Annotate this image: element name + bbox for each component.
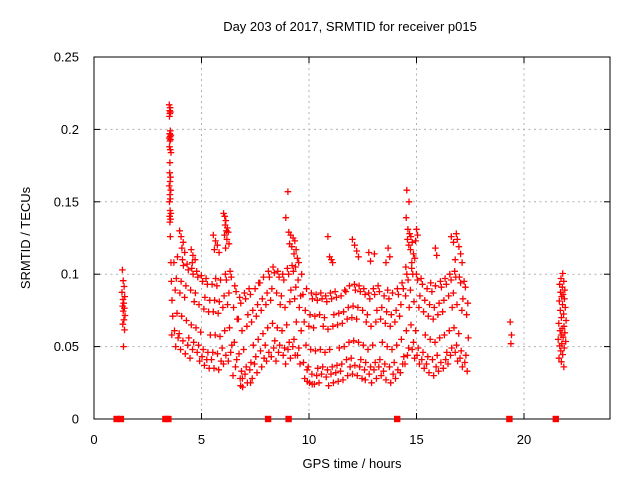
x-axis-label: GPS time / hours [303, 456, 402, 471]
zero-value-square-marker [264, 415, 272, 423]
y-tick-label-0.1: 0.1 [61, 267, 79, 282]
x-tick-label-5: 5 [198, 432, 205, 447]
zero-value-square-marker [285, 415, 292, 423]
zero-value-square-marker [552, 415, 559, 423]
data-points [113, 101, 570, 423]
zero-value-square-marker [394, 415, 401, 423]
scatter-plus-markers [118, 101, 570, 391]
zero-value-square-marker [117, 415, 125, 423]
x-tick-label-20: 20 [517, 432, 531, 447]
zero-value-square-marker [113, 415, 120, 423]
plot-border [93, 56, 611, 420]
y-tick-label-0.2: 0.2 [61, 122, 79, 137]
x-tick-label-0: 0 [90, 432, 97, 447]
zero-value-square-marker [165, 415, 172, 423]
y-tick-label-0.05: 0.05 [54, 339, 79, 354]
x-tick-label-10: 10 [302, 432, 316, 447]
y-tick-label-0: 0 [72, 412, 79, 427]
gridlines [94, 57, 610, 419]
tick-labels: 0 5 10 15 20 0 0.05 0.1 0.15 0.2 0.25 [54, 50, 532, 448]
axis-ticks [93, 56, 610, 420]
y-tick-label-0.15: 0.15 [54, 194, 79, 209]
x-tick-label-15: 15 [409, 432, 423, 447]
chart-title: Day 203 of 2017, SRMTID for receiver p01… [223, 19, 477, 34]
y-axis-label: SRMTID / TECUs [18, 186, 33, 289]
y-tick-label-0.25: 0.25 [54, 50, 79, 65]
zero-value-square-marker [506, 415, 513, 423]
